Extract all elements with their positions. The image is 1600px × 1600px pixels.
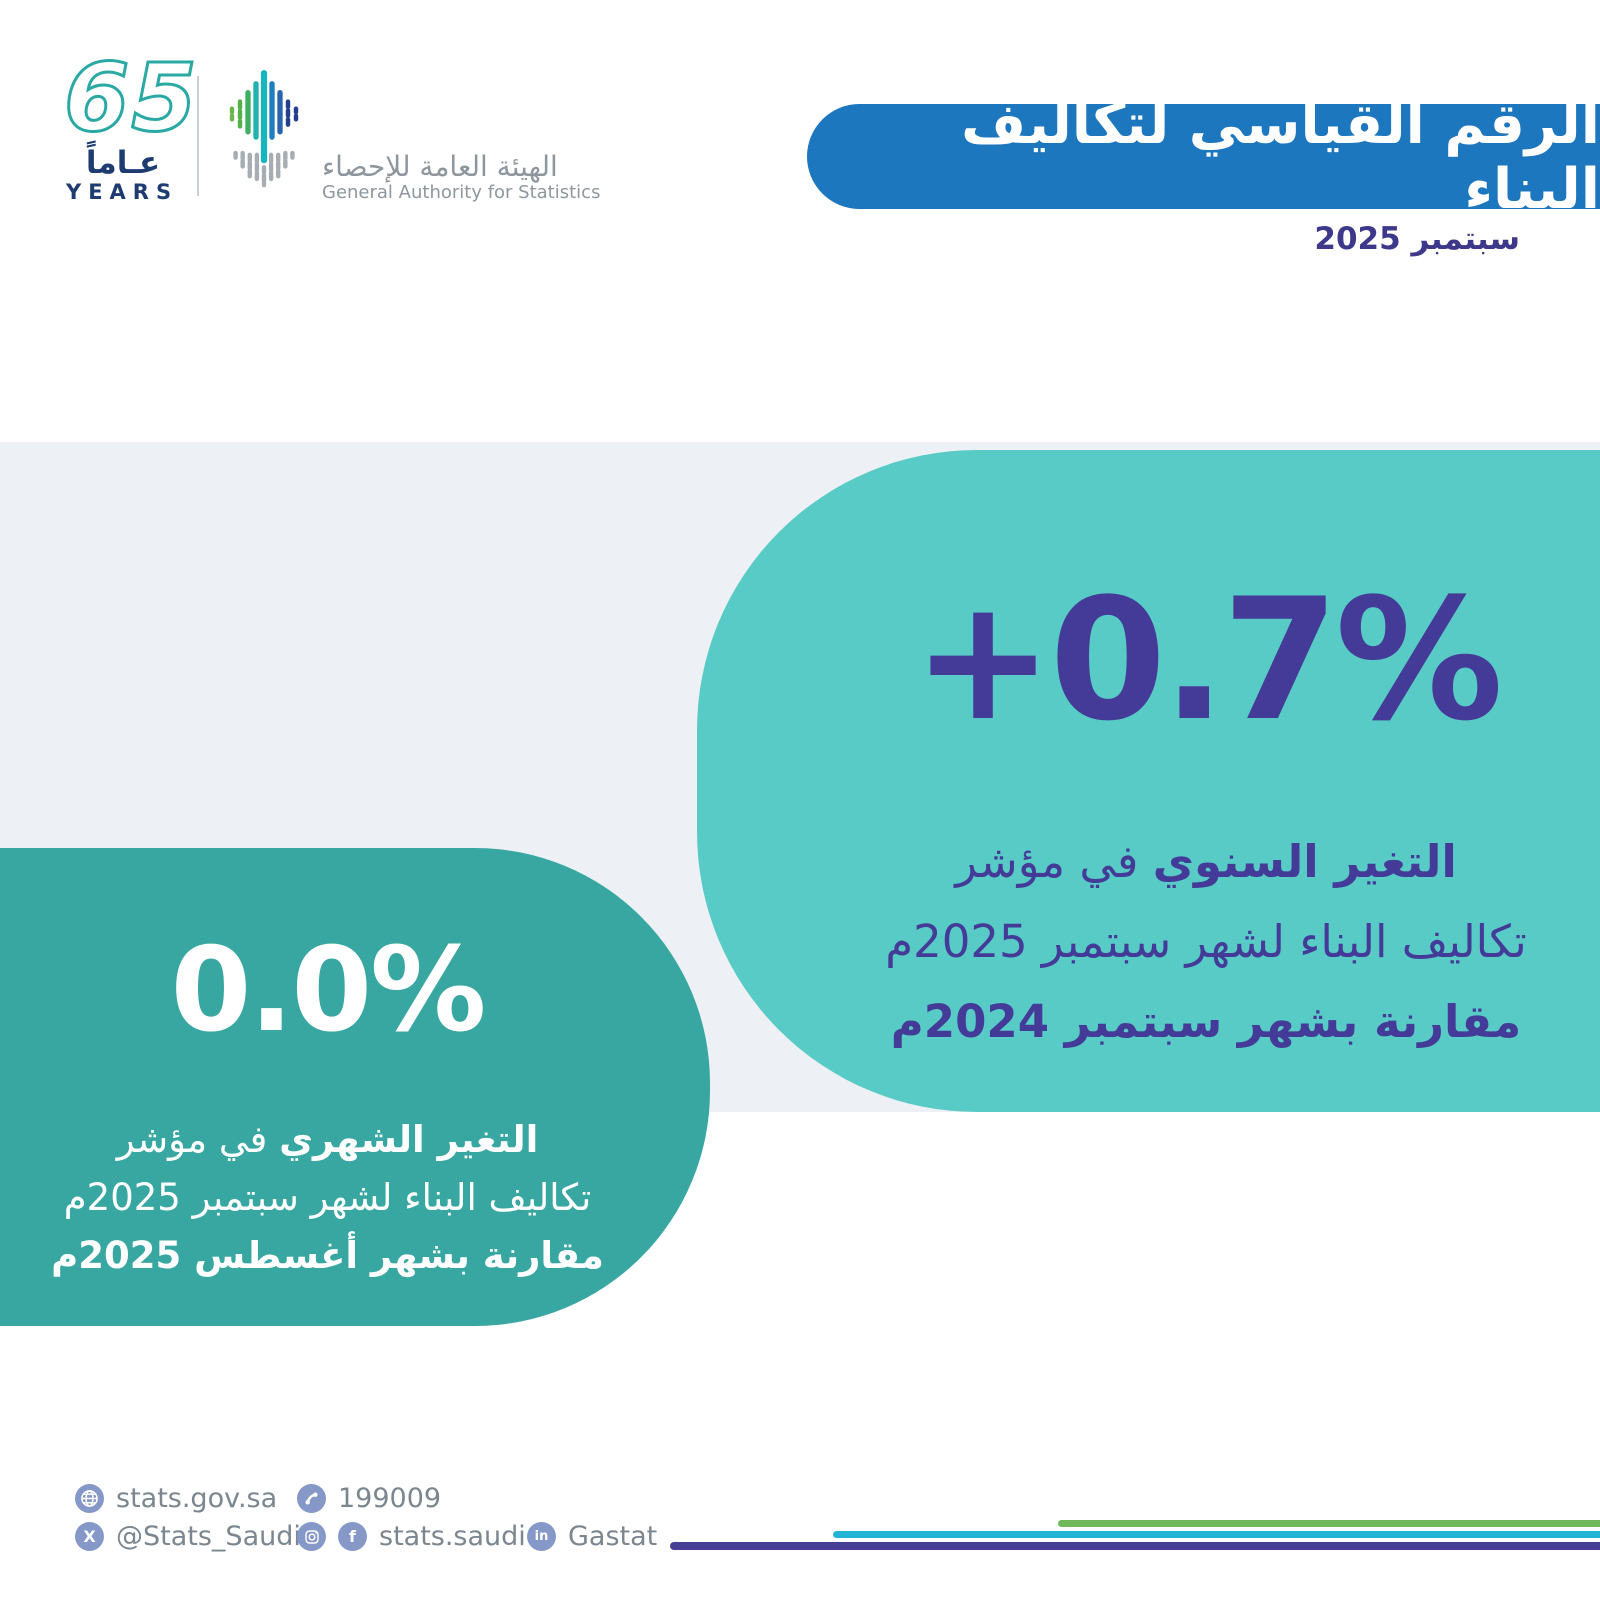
annual-change-card: +0.7% التغير السنوي في مؤشر تكاليف البنا… <box>697 450 1600 1112</box>
x-social-link[interactable]: X @Stats_Saudi <box>75 1522 301 1551</box>
globe-icon <box>75 1484 104 1513</box>
annual-change-description: التغير السنوي في مؤشر تكاليف البناء لشهر… <box>877 822 1535 1062</box>
org-name-arabic: الهيئة العامة للإحصاء <box>322 150 558 183</box>
linkedin-link[interactable]: in Gastat <box>527 1522 657 1551</box>
anniversary-arabic-label: عـاماً <box>85 145 161 181</box>
annual-change-value: +0.7% <box>912 562 1504 758</box>
gastat-logo-icon <box>229 69 299 188</box>
phone-contact[interactable]: 199009 <box>297 1484 441 1513</box>
monthly-line-3: مقارنة بشهر أغسطس 2025م <box>51 1234 604 1277</box>
anniversary-65-logo: 65 <box>63 44 199 153</box>
annual-line-2: تكاليف البناء لشهر سبتمبر 2025م <box>885 915 1527 968</box>
org-name-english: General Authority for Statistics <box>322 182 601 203</box>
page-title-banner: الرقم القياسي لتكاليف البناء <box>807 92 1600 222</box>
monthly-line-2: تكاليف البناء لشهر سبتمبر 2025م <box>63 1176 592 1219</box>
anniversary-years-label: YEARS <box>66 180 179 204</box>
instagram-facebook-link[interactable]: f stats.saudi <box>297 1522 526 1551</box>
decorative-line-cyan <box>833 1531 1600 1538</box>
decorative-line-green <box>1058 1520 1600 1527</box>
logo-divider <box>197 76 199 196</box>
instagram-icon <box>297 1522 326 1551</box>
page-title: الرقم القياسي لتكاليف البناء <box>961 91 1600 222</box>
report-date: سبتمبر 2025 <box>1314 221 1520 257</box>
annual-line-3: مقارنة بشهر سبتمبر 2024م <box>890 995 1522 1048</box>
linkedin-icon: in <box>527 1522 556 1551</box>
website-link[interactable]: stats.gov.sa <box>75 1484 277 1513</box>
annual-line-1: التغير السنوي في مؤشر <box>955 835 1457 888</box>
x-icon: X <box>75 1522 104 1551</box>
monthly-change-description: التغير الشهري في مؤشر تكاليف البناء لشهر… <box>40 1111 615 1285</box>
decorative-line-purple <box>670 1542 1600 1550</box>
monthly-line-1: التغير الشهري في مؤشر <box>116 1118 539 1161</box>
phone-icon <box>297 1484 326 1513</box>
monthly-change-card: 0.0% التغير الشهري في مؤشر تكاليف البناء… <box>0 848 710 1326</box>
monthly-change-value: 0.0% <box>170 923 487 1058</box>
facebook-icon: f <box>338 1522 367 1551</box>
